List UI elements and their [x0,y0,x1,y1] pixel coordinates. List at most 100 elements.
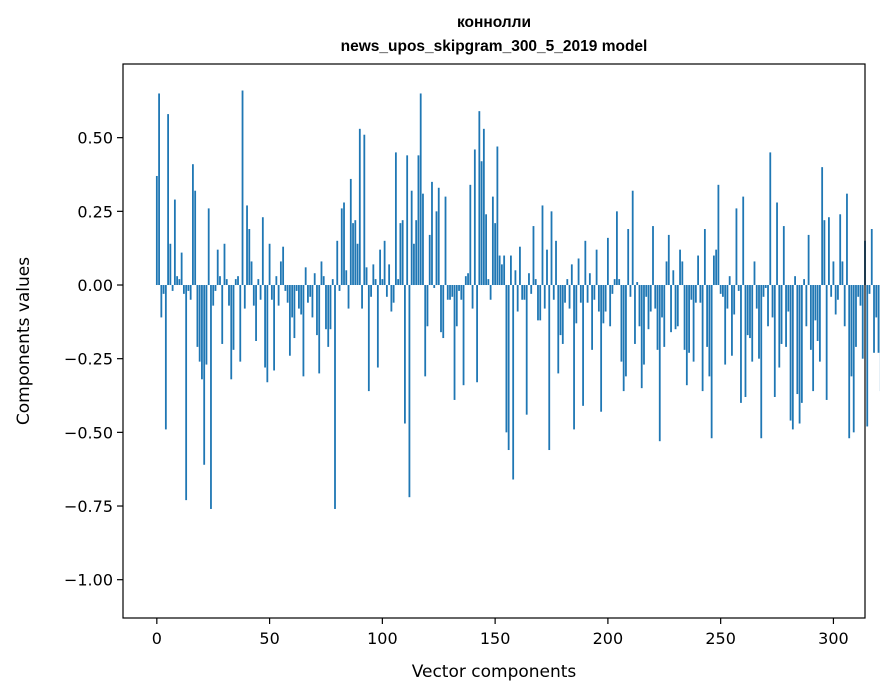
bar [588,273,591,286]
bar [442,285,445,339]
bar [198,285,201,362]
bar [805,285,808,327]
bar [656,285,659,350]
bar [462,285,465,386]
bar [367,285,370,392]
bar [194,190,197,286]
bar [733,285,736,315]
bar [458,285,460,291]
bar [424,285,427,377]
bar [221,285,224,344]
bar [818,285,821,362]
bar [419,93,422,286]
bar [654,285,657,309]
bar [832,261,835,286]
bar [647,285,650,330]
bar [751,285,754,362]
bar [316,285,318,336]
bar [176,276,179,286]
bar [731,285,733,356]
bar [812,285,815,392]
bar [577,258,580,286]
bar [399,223,402,286]
bar [597,285,600,312]
bar [710,285,713,439]
bar [848,285,851,439]
bar [559,285,562,336]
bar [724,285,727,365]
bar [537,285,539,321]
bar [789,285,792,421]
bar [273,285,275,371]
bar [171,285,174,291]
bar [667,234,670,286]
bar [248,229,251,286]
y-tick-label: 0.00 [77,276,113,295]
bar [620,285,623,362]
bar [582,285,584,406]
bar [672,270,675,286]
x-axis-label: Vector components [412,662,577,682]
bar [771,285,774,318]
x-tick-label: 200 [593,629,624,648]
bar [602,285,605,324]
bar [613,279,616,286]
bar [837,285,839,300]
bar [690,285,693,300]
bar [715,249,718,286]
bar [182,285,185,294]
bar [593,285,596,300]
bar [760,285,763,439]
bar [237,276,239,286]
bar [270,285,273,300]
bar [708,285,711,377]
bar [674,285,677,330]
bar [796,285,799,395]
bar [737,285,740,291]
bar [356,243,359,286]
bar [841,261,844,286]
bar [437,187,440,286]
bar [467,273,469,286]
bar [622,285,625,392]
bar [453,285,456,400]
bar [261,217,264,286]
bar [264,285,266,368]
bar [595,249,598,286]
bar [778,285,781,368]
bar [685,285,688,386]
bar [205,285,208,365]
bar [158,93,160,286]
bar [850,285,853,377]
bar [302,285,305,377]
bar [875,285,878,318]
bar [640,285,643,389]
bar [212,285,215,306]
bar [866,285,869,427]
bar [449,285,451,300]
bar [397,279,400,286]
bar [634,285,636,344]
bar [663,285,666,347]
bar [649,285,652,312]
chart-title: коннолли [457,14,531,31]
bar [243,285,246,309]
bar [410,190,413,286]
x-tick-label: 50 [259,629,279,648]
bar [415,220,418,286]
bar [417,155,420,286]
bar [444,196,447,286]
bar [746,285,749,336]
bar [568,285,571,309]
bar [787,285,790,312]
bar [478,111,481,286]
bar [699,285,702,303]
bar [519,246,521,286]
bar [358,128,361,286]
bar [381,279,384,286]
bar [347,285,350,309]
bar [487,279,490,286]
bar [392,285,395,303]
bar [861,285,864,359]
